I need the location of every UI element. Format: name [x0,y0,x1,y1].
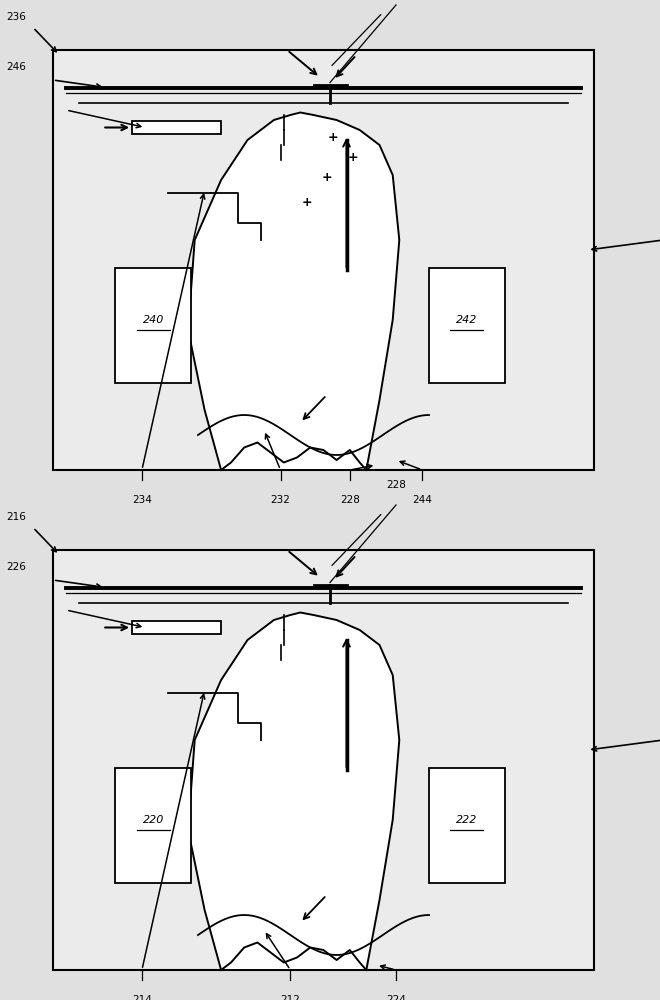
Text: 216: 216 [7,512,26,522]
Text: 246: 246 [7,62,26,73]
Text: 214: 214 [132,995,152,1000]
Bar [429,267,505,382]
Bar [115,267,191,382]
Text: 240: 240 [143,315,164,325]
Text: 228: 228 [340,495,360,505]
Text: 226: 226 [7,562,26,572]
Text: 232: 232 [271,495,290,505]
Text: 236: 236 [7,12,26,22]
Bar [53,50,594,470]
Text: 244: 244 [412,495,432,505]
Polygon shape [188,112,399,470]
Text: 212: 212 [280,995,300,1000]
Text: +: + [302,196,312,209]
Bar [53,550,594,970]
Text: +: + [321,171,332,184]
Text: 224: 224 [386,995,406,1000]
Text: 228: 228 [386,480,406,490]
Bar [115,768,191,882]
Bar [132,121,221,134]
Text: 220: 220 [143,815,164,825]
Text: +: + [328,131,339,144]
Text: +: + [348,151,358,164]
Text: 222: 222 [456,815,478,825]
Polygon shape [188,612,399,970]
Bar [132,621,221,634]
Text: 242: 242 [456,315,478,325]
Bar [429,768,505,882]
Text: 234: 234 [132,495,152,505]
